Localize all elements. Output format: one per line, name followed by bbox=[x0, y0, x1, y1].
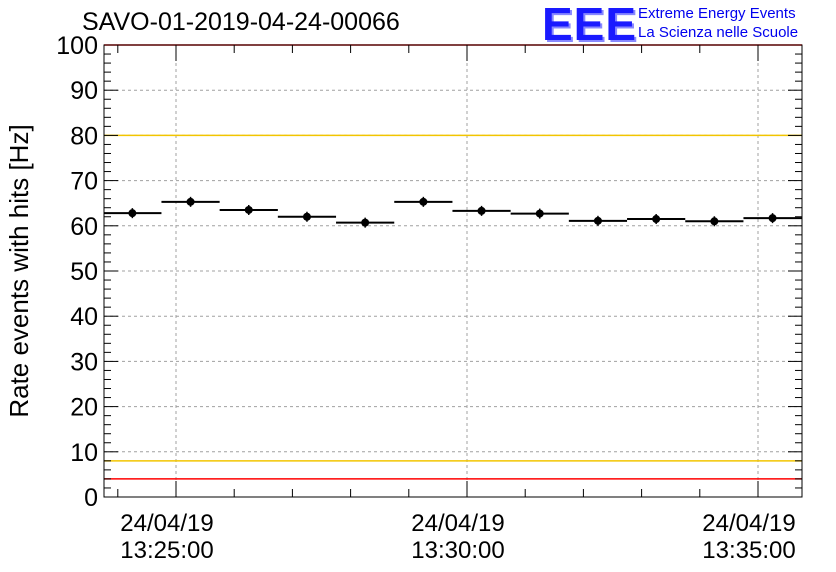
data-point bbox=[244, 205, 253, 214]
logo-caption-line1: Extreme Energy Events bbox=[638, 5, 796, 22]
data-point bbox=[535, 209, 544, 218]
logo-caption-line2: La Scienza nelle Scuole bbox=[638, 24, 799, 41]
chart-title: SAVO-01-2019-04-24-00066 bbox=[82, 8, 400, 36]
y-axis-label: Rate events with hits [Hz] bbox=[4, 124, 34, 417]
data-point bbox=[652, 215, 661, 224]
reference-lines bbox=[104, 44, 802, 480]
data-point bbox=[361, 218, 370, 227]
y-tick-label: 80 bbox=[70, 122, 98, 150]
y-tick-label: 50 bbox=[70, 258, 98, 286]
x-tick-date: 24/04/19 bbox=[702, 510, 795, 537]
logo-caption: Extreme Energy Events La Scienza nelle S… bbox=[638, 4, 798, 42]
y-tick-label: 60 bbox=[70, 213, 98, 241]
data-point bbox=[710, 217, 719, 226]
y-tick-label: 40 bbox=[70, 303, 98, 331]
y-tick-label: 20 bbox=[70, 394, 98, 422]
data-point bbox=[128, 209, 137, 218]
x-tick-date: 24/04/19 bbox=[120, 510, 213, 537]
data-point bbox=[419, 197, 428, 206]
y-tick-label: 100 bbox=[56, 32, 98, 60]
data-point bbox=[768, 214, 777, 223]
x-tick-time: 13:35:00 bbox=[702, 537, 795, 564]
y-tick-label: 70 bbox=[70, 168, 98, 196]
axes: 010203040506070809010024/04/1913:25:0024… bbox=[56, 32, 803, 564]
data-point bbox=[477, 206, 486, 215]
plot-frame bbox=[103, 44, 803, 498]
y-tick-label: 10 bbox=[70, 439, 98, 467]
y-tick-label: 0 bbox=[84, 484, 98, 512]
x-tick-date: 24/04/19 bbox=[411, 510, 504, 537]
y-tick-label: 30 bbox=[70, 348, 98, 376]
x-tick-time: 13:25:00 bbox=[120, 537, 213, 564]
data-point bbox=[302, 212, 311, 221]
data-point bbox=[186, 197, 195, 206]
data-series bbox=[104, 196, 802, 228]
grid-layer bbox=[104, 45, 802, 497]
y-tick-label: 90 bbox=[70, 77, 98, 105]
eee-logo: EEE bbox=[542, 0, 638, 50]
x-tick-time: 13:30:00 bbox=[411, 537, 504, 564]
data-point bbox=[593, 216, 602, 225]
